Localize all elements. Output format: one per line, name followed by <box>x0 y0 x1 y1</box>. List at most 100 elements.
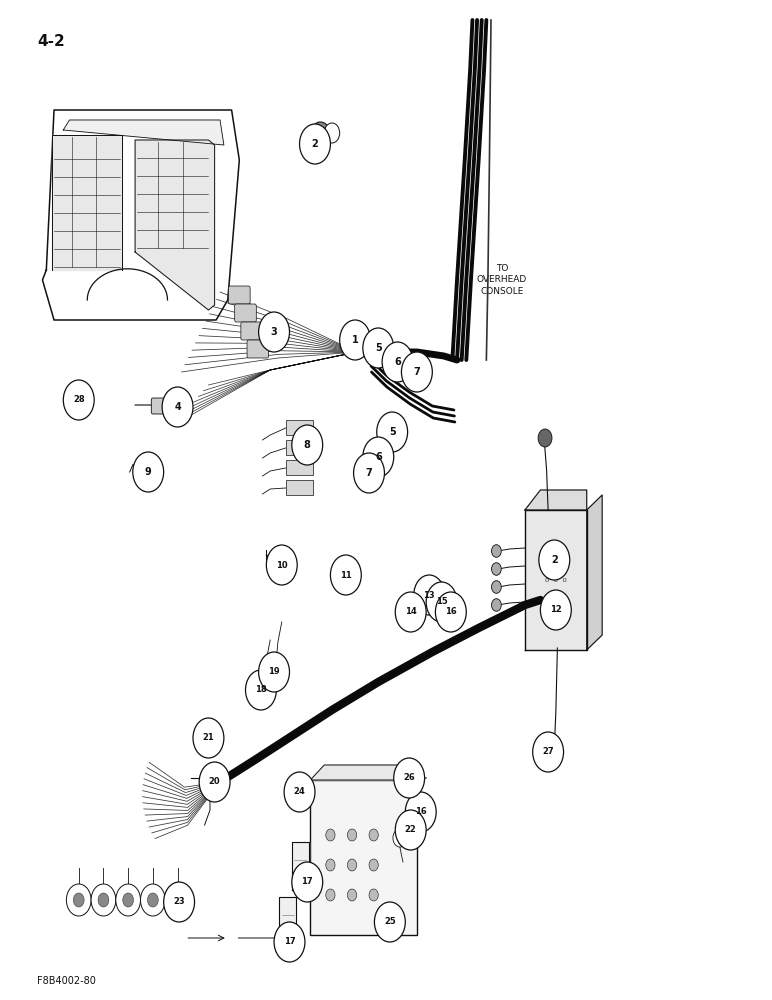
Circle shape <box>123 893 134 907</box>
Text: 17: 17 <box>301 878 313 886</box>
Text: 21: 21 <box>202 734 215 742</box>
Text: 7: 7 <box>414 367 420 377</box>
Circle shape <box>284 772 315 812</box>
Polygon shape <box>310 765 417 780</box>
Circle shape <box>98 893 109 907</box>
Circle shape <box>256 674 273 696</box>
Text: 12: 12 <box>550 605 562 614</box>
Circle shape <box>162 387 193 427</box>
Circle shape <box>330 555 361 595</box>
Circle shape <box>492 563 501 575</box>
Circle shape <box>401 352 432 392</box>
Text: 7: 7 <box>366 468 372 478</box>
Circle shape <box>377 412 408 452</box>
Bar <box>286 440 313 455</box>
Polygon shape <box>63 120 224 145</box>
Circle shape <box>374 350 385 364</box>
Text: o  o  o: o o o <box>545 577 567 583</box>
Bar <box>286 480 313 495</box>
Text: 26: 26 <box>403 774 415 782</box>
Circle shape <box>440 590 448 600</box>
Text: 24: 24 <box>293 788 306 796</box>
Circle shape <box>382 342 413 382</box>
Circle shape <box>540 590 571 630</box>
Circle shape <box>365 455 373 465</box>
Text: 14: 14 <box>405 607 417 616</box>
Text: 8: 8 <box>304 440 310 450</box>
Circle shape <box>533 732 564 772</box>
Circle shape <box>538 429 552 447</box>
Text: 22: 22 <box>405 826 417 834</box>
Circle shape <box>292 425 323 465</box>
Circle shape <box>405 792 436 832</box>
Text: 4: 4 <box>174 402 181 412</box>
Circle shape <box>374 902 405 942</box>
Circle shape <box>419 587 427 597</box>
FancyBboxPatch shape <box>235 304 256 322</box>
Circle shape <box>326 829 335 841</box>
Circle shape <box>354 453 384 493</box>
Circle shape <box>310 122 330 148</box>
Circle shape <box>300 124 330 164</box>
Circle shape <box>393 829 407 847</box>
Circle shape <box>172 893 183 907</box>
Circle shape <box>347 889 357 901</box>
Circle shape <box>347 829 357 841</box>
Circle shape <box>259 652 290 692</box>
Circle shape <box>374 445 382 455</box>
Polygon shape <box>587 495 602 650</box>
Circle shape <box>260 680 268 690</box>
Text: F8B4002-80: F8B4002-80 <box>37 976 96 986</box>
Text: 15: 15 <box>435 597 448 606</box>
Text: 2: 2 <box>551 555 557 565</box>
Text: 27: 27 <box>542 748 554 756</box>
Bar <box>310 780 417 935</box>
Bar <box>286 420 313 435</box>
Text: 9: 9 <box>145 467 151 477</box>
Circle shape <box>164 882 195 922</box>
Circle shape <box>91 884 116 916</box>
Circle shape <box>326 889 335 901</box>
Circle shape <box>414 575 445 615</box>
Circle shape <box>66 884 91 916</box>
FancyBboxPatch shape <box>151 398 171 414</box>
Circle shape <box>133 452 164 492</box>
Circle shape <box>363 437 394 477</box>
Circle shape <box>63 380 94 420</box>
Circle shape <box>401 365 408 375</box>
Circle shape <box>548 740 560 756</box>
Circle shape <box>387 431 398 445</box>
Circle shape <box>394 758 425 798</box>
Circle shape <box>259 312 290 352</box>
Text: 28: 28 <box>73 395 85 404</box>
Circle shape <box>141 884 165 916</box>
Text: 10: 10 <box>276 560 288 570</box>
Circle shape <box>147 893 158 907</box>
Circle shape <box>430 593 438 603</box>
Circle shape <box>389 360 397 370</box>
Polygon shape <box>42 110 239 320</box>
Circle shape <box>369 829 378 841</box>
FancyBboxPatch shape <box>286 783 306 800</box>
Circle shape <box>273 665 280 675</box>
Text: 3: 3 <box>271 327 277 337</box>
FancyBboxPatch shape <box>247 340 269 358</box>
Text: 5: 5 <box>389 427 395 437</box>
Circle shape <box>445 597 453 607</box>
Circle shape <box>369 859 378 871</box>
Text: 16: 16 <box>415 808 427 816</box>
FancyBboxPatch shape <box>338 565 354 578</box>
Circle shape <box>266 545 297 585</box>
Polygon shape <box>135 140 215 310</box>
Circle shape <box>165 884 190 916</box>
Polygon shape <box>525 510 587 650</box>
Circle shape <box>340 320 371 360</box>
Text: 13: 13 <box>423 590 435 599</box>
Circle shape <box>492 581 501 593</box>
Circle shape <box>116 884 141 916</box>
Text: 23: 23 <box>173 898 185 906</box>
Circle shape <box>395 810 426 850</box>
Circle shape <box>268 659 285 681</box>
Circle shape <box>326 859 335 871</box>
Circle shape <box>324 123 340 143</box>
